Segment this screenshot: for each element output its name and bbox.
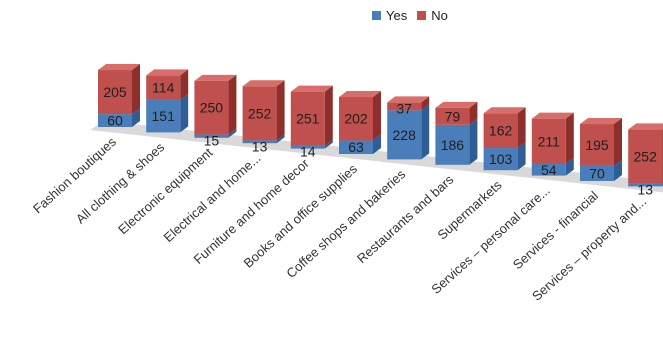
bar-9-no-value: 162 [489, 123, 513, 139]
bar-10-no-value: 211 [538, 133, 561, 149]
bar-3-yes-value: 15 [204, 133, 220, 149]
legend-label-no: No [431, 8, 448, 23]
bar-1-yes-value: 60 [107, 113, 123, 129]
bar-3-top [194, 74, 237, 81]
bar-5-yes [290, 145, 325, 149]
bar-5-yes-side [324, 139, 333, 149]
bar-1-no-side [132, 64, 140, 115]
bar-2-no [146, 75, 181, 100]
bar-2-yes-value: 151 [152, 108, 176, 124]
bar-8-yes [435, 124, 470, 165]
bar-11-yes-value: 70 [589, 165, 605, 181]
bar-1-yes-side [132, 108, 140, 127]
bar-6-no-value: 202 [344, 111, 368, 127]
bar-11-top [580, 118, 622, 125]
chart-legend: Yes No [372, 8, 448, 23]
bar-3-yes-side [228, 128, 237, 138]
bar-2-category-label: All clothing & shoes [73, 139, 168, 226]
legend-item-yes: Yes [372, 8, 407, 23]
bar-6-no [339, 97, 373, 141]
bar-5-top [290, 85, 333, 92]
legend-swatch-no [417, 11, 427, 20]
bar-11-yes-side [614, 159, 622, 181]
bar-3-no-side [228, 74, 237, 135]
bar-2-top [146, 69, 189, 76]
bar-8-no [435, 107, 470, 125]
bar-9-top [483, 107, 526, 114]
bar-10-yes [531, 163, 566, 176]
bar-3-no [194, 80, 229, 135]
bar-9-yes [483, 148, 518, 171]
bar-5-no-side [324, 85, 333, 146]
bar-8-yes-side [469, 118, 478, 165]
bar-8-category-label: Restaurants and bars [354, 172, 457, 267]
bar-2-yes [146, 99, 181, 133]
bar-7-yes-value: 228 [393, 127, 417, 143]
bar-12-no [628, 129, 663, 184]
bar-2-no-value: 114 [152, 80, 175, 96]
bar-7-no-side [421, 96, 430, 111]
bar-11-no-side [614, 118, 622, 166]
bar-1-yes [98, 114, 132, 127]
bar-7-yes-side [421, 104, 430, 160]
bar-7-top [387, 96, 430, 103]
bar-10-yes-value: 54 [541, 162, 557, 178]
bar-7-no-value: 37 [396, 100, 412, 116]
bar-4-yes [242, 140, 277, 144]
bar-7-yes [387, 110, 422, 160]
bar-9-no-side [517, 107, 526, 149]
bar-8-yes-value: 186 [441, 137, 465, 153]
bar-4-top [242, 80, 285, 87]
bar-1-no [98, 70, 132, 115]
bar-4-no [242, 86, 277, 141]
bar-9-yes-side [517, 142, 526, 171]
bar-5-yes-value: 14 [300, 144, 316, 160]
bar-4-category-label: Electrical and home... [161, 150, 264, 245]
chart-floor [90, 121, 663, 193]
bar-9-no [483, 113, 518, 149]
bar-6-yes [339, 140, 373, 154]
bar-6-top [339, 91, 381, 98]
bar-11-yes [580, 165, 614, 181]
bar-8-top [435, 101, 478, 108]
legend-swatch-yes [372, 11, 381, 20]
bar-10-no [531, 118, 566, 164]
bar-5-no-value: 251 [296, 111, 320, 127]
legend-label-yes: Yes [386, 8, 408, 23]
bar-12-no-value: 252 [634, 149, 658, 165]
legend-item-no: No [417, 8, 448, 23]
bar-6-no-side [373, 91, 381, 141]
bar-3-category-label: Electronic equipment [115, 145, 216, 238]
bar-4-no-value: 252 [248, 105, 272, 121]
bar-8-no-side [469, 101, 478, 125]
bar-4-yes-side [276, 134, 285, 144]
bar-6-yes-value: 63 [348, 139, 364, 155]
bar-2-no-side [180, 69, 189, 100]
bar-5-no [290, 91, 325, 146]
bar-6-yes-side [373, 134, 381, 154]
bar-12-top [628, 123, 663, 130]
bar-4-yes-value: 13 [252, 138, 268, 154]
bar-2-yes-side [180, 93, 189, 133]
bar-4-no-side [276, 80, 285, 141]
bar-3-no-value: 250 [200, 100, 224, 116]
bar-7-no [387, 102, 422, 111]
bar-10-yes-side [565, 157, 574, 176]
bar-12-yes [628, 183, 663, 187]
bar-12-category-label: Services – property and... [529, 193, 649, 303]
bar-12-yes-value: 13 [637, 182, 653, 198]
bar-1-no-value: 205 [103, 84, 127, 100]
bar-10-no-side [565, 112, 574, 164]
bar-11-no [580, 124, 614, 166]
bar-11-no-value: 195 [585, 137, 609, 153]
bar-3-yes [194, 134, 229, 138]
bar-10-top [531, 112, 574, 119]
bar-9-yes-value: 103 [489, 151, 513, 167]
bar-1-top [98, 64, 140, 71]
bar-8-no-value: 79 [445, 108, 461, 124]
